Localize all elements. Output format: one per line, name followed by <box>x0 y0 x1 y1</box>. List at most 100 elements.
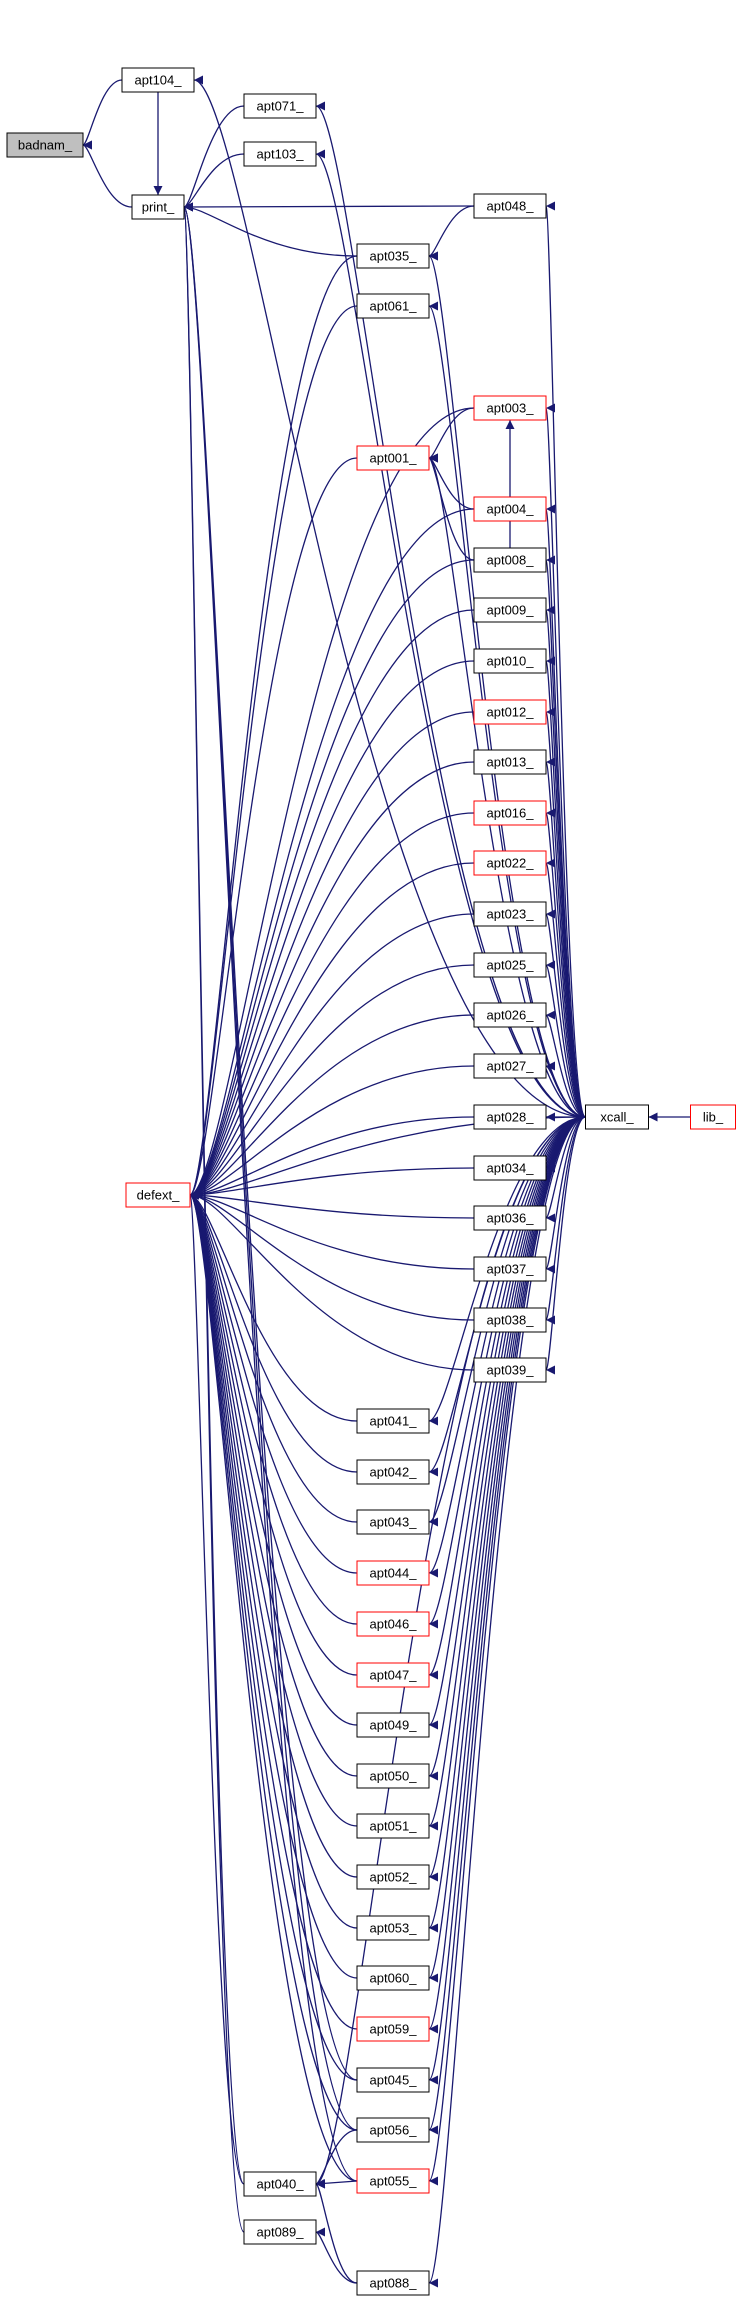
node-apt003[interactable]: apt003_ <box>473 395 547 421</box>
node-lib[interactable]: lib_ <box>690 1104 736 1130</box>
node-apt059[interactable]: apt059_ <box>356 2016 430 2042</box>
node-box-apt051 <box>356 1813 430 1839</box>
node-box-apt060 <box>356 1965 430 1991</box>
edge-apt004-to-apt001 <box>428 453 475 510</box>
node-apt013[interactable]: apt013_ <box>473 749 547 775</box>
node-label-apt045: apt045_ <box>370 2073 418 2088</box>
node-box-apt045 <box>356 2067 430 2093</box>
node-label-apt071: apt071_ <box>257 99 305 114</box>
node-xcall[interactable]: xcall_ <box>585 1104 649 1130</box>
node-box-apt037 <box>473 1256 547 1282</box>
node-label-print: print_ <box>142 200 175 215</box>
node-apt089[interactable]: apt089_ <box>243 2219 317 2245</box>
node-box-apt071 <box>243 93 317 119</box>
node-apt010[interactable]: apt010_ <box>473 648 547 674</box>
edge-xcall-to-apt056 <box>428 1116 586 2135</box>
node-apt088[interactable]: apt088_ <box>356 2270 430 2296</box>
node-label-apt016: apt016_ <box>487 806 535 821</box>
node-apt037[interactable]: apt037_ <box>473 1256 547 1282</box>
node-apt055[interactable]: apt055_ <box>356 2168 430 2194</box>
edge-xcall-to-apt059 <box>428 1116 586 2034</box>
edge-xcall-to-apt055 <box>428 1116 586 2186</box>
node-apt047[interactable]: apt047_ <box>356 1662 430 1688</box>
node-apt009[interactable]: apt009_ <box>473 597 547 623</box>
node-label-lib: lib_ <box>703 1110 724 1125</box>
node-box-apt053 <box>356 1915 430 1941</box>
node-label-apt052: apt052_ <box>370 1870 418 1885</box>
node-apt026[interactable]: apt026_ <box>473 1002 547 1028</box>
edge-apt071-to-print <box>183 105 245 212</box>
node-apt028[interactable]: apt028_ <box>473 1104 547 1130</box>
node-apt041[interactable]: apt041_ <box>356 1408 430 1434</box>
edge-apt088-to-apt040 <box>315 2179 358 2284</box>
edge-apt026-to-defext <box>189 1014 475 1200</box>
node-box-apt043 <box>356 1509 430 1535</box>
node-box-apt048 <box>473 193 547 219</box>
node-box-apt052 <box>356 1864 430 1890</box>
node-apt043[interactable]: apt043_ <box>356 1509 430 1535</box>
node-defext[interactable]: defext_ <box>125 1182 191 1208</box>
node-badnam[interactable]: badnam_ <box>6 132 84 158</box>
node-box-apt042 <box>356 1459 430 1485</box>
node-label-apt050: apt050_ <box>370 1769 418 1784</box>
node-label-apt040: apt040_ <box>257 2177 305 2192</box>
node-apt056[interactable]: apt056_ <box>356 2117 430 2143</box>
node-apt035[interactable]: apt035_ <box>356 243 430 269</box>
node-box-apt034 <box>473 1155 547 1181</box>
node-apt060[interactable]: apt060_ <box>356 1965 430 1991</box>
node-label-apt089: apt089_ <box>257 2225 305 2240</box>
node-print[interactable]: print_ <box>131 194 185 220</box>
edge-xcall-to-apt027 <box>545 1061 586 1118</box>
node-label-defext: defext_ <box>137 1188 180 1203</box>
node-apt039[interactable]: apt039_ <box>473 1357 547 1383</box>
node-apt061[interactable]: apt061_ <box>356 293 430 319</box>
node-apt008[interactable]: apt008_ <box>473 547 547 573</box>
node-apt051[interactable]: apt051_ <box>356 1813 430 1839</box>
node-apt042[interactable]: apt042_ <box>356 1459 430 1485</box>
edge-apt010-to-defext <box>189 660 475 1200</box>
node-label-apt001: apt001_ <box>370 451 418 466</box>
edge-xcall-to-apt010 <box>545 657 587 1118</box>
node-apt044[interactable]: apt044_ <box>356 1560 430 1586</box>
node-apt049[interactable]: apt049_ <box>356 1712 430 1738</box>
node-apt104[interactable]: apt104_ <box>121 67 195 93</box>
node-apt022[interactable]: apt022_ <box>473 850 547 876</box>
node-apt023[interactable]: apt023_ <box>473 901 547 927</box>
node-label-badnam: badnam_ <box>18 138 73 153</box>
node-label-apt103: apt103_ <box>257 147 305 162</box>
edge-xcall-to-apt050 <box>428 1116 586 1781</box>
node-box-apt040 <box>243 2171 317 2197</box>
node-apt048[interactable]: apt048_ <box>473 193 547 219</box>
node-apt027[interactable]: apt027_ <box>473 1053 547 1079</box>
edge-xcall-to-apt026 <box>545 1010 586 1118</box>
node-apt046[interactable]: apt046_ <box>356 1611 430 1637</box>
node-label-apt048: apt048_ <box>487 199 535 214</box>
node-apt036[interactable]: apt036_ <box>473 1205 547 1231</box>
node-apt040[interactable]: apt040_ <box>243 2171 317 2197</box>
node-apt016[interactable]: apt016_ <box>473 800 547 826</box>
node-box-apt004 <box>473 496 547 522</box>
node-apt052[interactable]: apt052_ <box>356 1864 430 1890</box>
edge-apt037-to-defext <box>189 1190 475 1270</box>
node-apt103[interactable]: apt103_ <box>243 141 317 167</box>
node-apt001[interactable]: apt001_ <box>356 445 430 471</box>
edge-xcall-to-apt016 <box>545 808 586 1118</box>
node-box-lib <box>690 1104 736 1130</box>
edge-apt036-to-defext <box>189 1190 475 1219</box>
edge-apt051-to-defext <box>189 1190 358 1827</box>
node-apt012[interactable]: apt012_ <box>473 699 547 725</box>
edge-xcall-to-apt023 <box>545 909 586 1118</box>
node-apt050[interactable]: apt050_ <box>356 1763 430 1789</box>
node-box-badnam <box>6 132 84 158</box>
node-apt034[interactable]: apt034_ <box>473 1155 547 1181</box>
node-apt045[interactable]: apt045_ <box>356 2067 430 2093</box>
node-apt038[interactable]: apt038_ <box>473 1307 547 1333</box>
node-apt004[interactable]: apt004_ <box>473 496 547 522</box>
node-label-xcall: xcall_ <box>600 1110 634 1125</box>
node-apt071[interactable]: apt071_ <box>243 93 317 119</box>
node-apt025[interactable]: apt025_ <box>473 952 547 978</box>
node-box-print <box>131 194 185 220</box>
node-label-apt039: apt039_ <box>487 1363 535 1378</box>
node-apt053[interactable]: apt053_ <box>356 1915 430 1941</box>
